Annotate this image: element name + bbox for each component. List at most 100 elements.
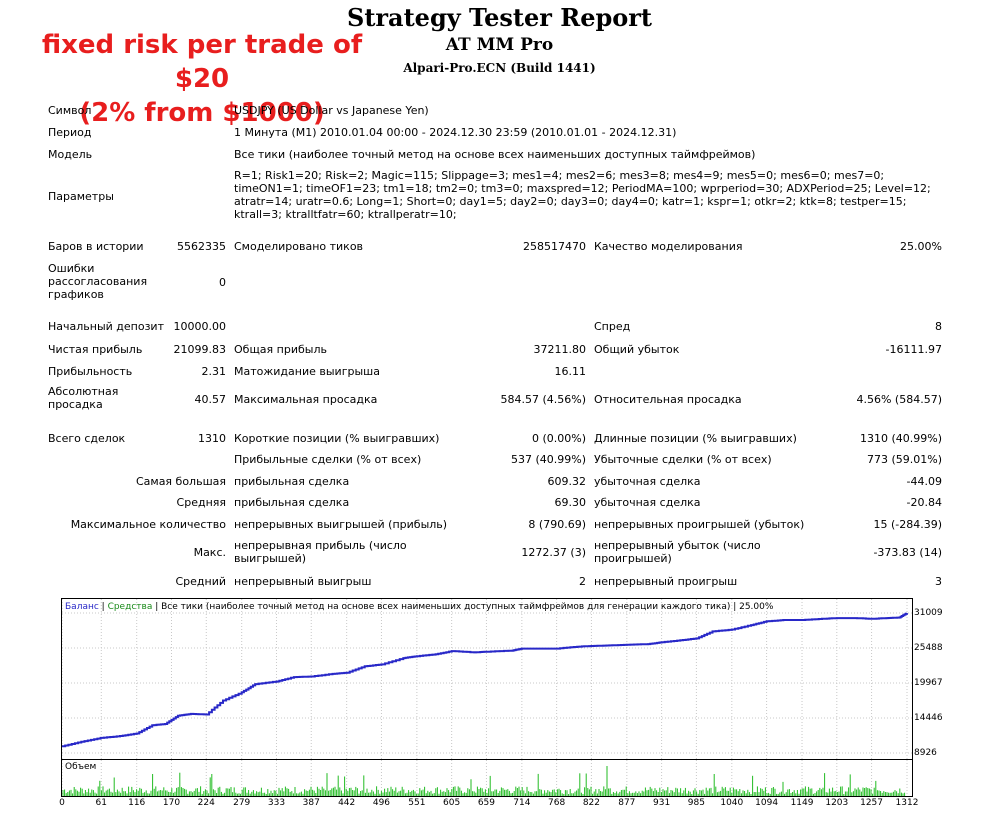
largest-win-value: 609.32 (547, 475, 587, 488)
consecutive-wins-label: непрерывных выигрышей (прибыль) (234, 518, 448, 531)
y-tick-label-4: 8926 (914, 748, 937, 758)
x-tick-label-1: 61 (95, 798, 108, 808)
average-consecutive-win-label: непрерывный выигрыш (234, 575, 372, 588)
volume-chart-svg (62, 760, 908, 796)
consecutive-profit-label: непрерывная прибыль (число выигрышей) (234, 539, 407, 565)
ticks-value: 258517470 (523, 240, 586, 253)
balance-chart: Баланс | Средства | Все тики (наиболее т… (61, 598, 913, 760)
consecutive-wins-value: 8 (790.69) (528, 518, 586, 531)
x-tick-label-8: 442 (338, 798, 356, 808)
x-tick-label-17: 931 (653, 798, 671, 808)
total-trades-value: 1310 (198, 432, 226, 445)
x-tick-label-4: 224 (197, 798, 215, 808)
annotation-line-1: fixed risk per trade of $20 (41, 30, 363, 94)
average-consecutive-loss-value: 3 (935, 575, 942, 588)
quality-label: Качество моделирования (594, 240, 743, 253)
spread-value: 8 (935, 320, 942, 333)
model-value: Все тики (наиболее точный метод на основ… (234, 148, 756, 161)
x-tick-label-23: 1257 (860, 798, 884, 808)
annotation-line-2: (2% from $1000) (79, 98, 325, 128)
symbol-label: Символ (48, 104, 92, 117)
max-drawdown-label: Максимальная просадка (234, 393, 378, 406)
average-consecutive-label: Средний (175, 575, 226, 588)
profit-factor-value: 2.31 (201, 365, 227, 378)
relative-drawdown-label: Относительная просадка (594, 393, 742, 406)
largest-label: Самая большая (135, 475, 226, 488)
volume-label: Объем (65, 762, 97, 772)
errors-label: Ошибки рассогласования графиков (48, 262, 148, 301)
x-tick-label-5: 279 (233, 798, 251, 808)
net-profit-label: Чистая прибыль (48, 343, 143, 356)
max-drawdown-value: 584.57 (4.56%) (500, 393, 586, 406)
x-tick-label-18: 985 (687, 798, 705, 808)
x-tick-label-15: 822 (582, 798, 600, 808)
ticks-label: Смоделировано тиков (234, 240, 364, 253)
legend-equity: Средства (107, 602, 153, 612)
balance-chart-svg (62, 599, 912, 759)
x-tick-label-6: 333 (267, 798, 286, 808)
x-tick-label-2: 116 (128, 798, 146, 808)
y-tick-label-2: 19967 (914, 678, 943, 688)
x-tick-label-13: 714 (513, 798, 531, 808)
gross-loss-label: Общий убыток (594, 343, 680, 356)
average-consecutive-loss-label: непрерывный проигрыш (594, 575, 738, 588)
bars-label: Баров в истории (48, 240, 144, 253)
quality-value: 25.00% (900, 240, 942, 253)
x-tick-label-7: 387 (302, 798, 320, 808)
spread-label: Спред (594, 320, 631, 333)
y-tick-label-1: 25488 (914, 643, 943, 653)
consecutive-loss-value: -373.83 (14) (873, 546, 942, 559)
largest-loss-value: -44.09 (906, 475, 942, 488)
x-tick-label-14: 768 (548, 798, 566, 808)
x-tick-label-19: 1040 (720, 798, 744, 808)
x-tick-label-11: 605 (443, 798, 461, 808)
net-profit-value: 21099.83 (173, 343, 227, 356)
server-build: Alpari-Pro.ECN (Build 1441) (403, 61, 596, 75)
short-positions-label: Короткие позиции (% выигравших) (234, 432, 440, 445)
x-tick-label-22: 1203 (825, 798, 849, 808)
report-title: Strategy Tester Report (346, 3, 653, 32)
volume-chart: Объем (61, 759, 913, 797)
x-tick-label-3: 170 (162, 798, 181, 808)
average-win-label: прибыльная сделка (234, 496, 350, 509)
average-label: Средняя (176, 496, 226, 509)
symbol-value: USDJPY (US Dollar vs Japanese Yen) (234, 104, 429, 117)
model-label: Модель (48, 148, 93, 161)
long-positions-value: 1310 (40.99%) (859, 432, 942, 445)
x-tick-label-21: 1149 (790, 798, 814, 808)
params-label: Параметры (48, 190, 114, 203)
relative-drawdown-value: 4.56% (584.57) (856, 393, 942, 406)
max-label: Макс. (193, 546, 226, 559)
profit-trades-label: Прибыльные сделки (% от всех) (234, 453, 422, 466)
gross-loss-value: -16111.97 (885, 343, 942, 356)
gross-profit-label: Общая прибыль (234, 343, 327, 356)
average-loss-label: убыточная сделка (594, 496, 701, 509)
legend-separator: | (98, 602, 108, 612)
loss-trades-value: 773 (59.01%) (866, 453, 942, 466)
largest-loss-label: убыточная сделка (594, 475, 701, 488)
absolute-drawdown-label: Абсолютная просадка (48, 385, 119, 411)
errors-value: 0 (219, 276, 226, 289)
period-value: 1 Минута (M1) 2010.01.04 00:00 - 2024.12… (234, 126, 677, 139)
consecutive-profit-value: 1272.37 (3) (521, 546, 586, 559)
long-positions-label: Длинные позиции (% выигравших) (594, 432, 797, 445)
bars-value: 5562335 (177, 240, 226, 253)
average-win-value: 69.30 (554, 496, 587, 509)
x-tick-label-20: 1094 (755, 798, 779, 808)
x-tick-label-12: 659 (477, 798, 496, 808)
consecutive-losses-value: 15 (-284.39) (873, 518, 942, 531)
deposit-value: 10000.00 (173, 320, 227, 333)
total-trades-label: Всего сделок (48, 432, 126, 445)
x-tick-label-9: 496 (372, 798, 391, 808)
deposit-label: Начальный депозит (48, 320, 164, 333)
consecutive-losses-label: непрерывных проигрышей (убыток) (594, 518, 805, 531)
short-positions-value: 0 (0.00%) (531, 432, 586, 445)
y-tick-label-3: 14446 (914, 713, 943, 723)
risk-annotation: fixed risk per trade of $20 (2% from $10… (12, 28, 392, 130)
x-tick-label-16: 877 (618, 798, 636, 808)
expert-name: AT MM Pro (445, 35, 554, 55)
chart-legend: Баланс | Средства | Все тики (наиболее т… (65, 602, 773, 613)
profit-factor-label: Прибыльность (48, 365, 133, 378)
balance-line (62, 612, 908, 748)
expected-payoff-label: Матожидание выигрыша (234, 365, 380, 378)
